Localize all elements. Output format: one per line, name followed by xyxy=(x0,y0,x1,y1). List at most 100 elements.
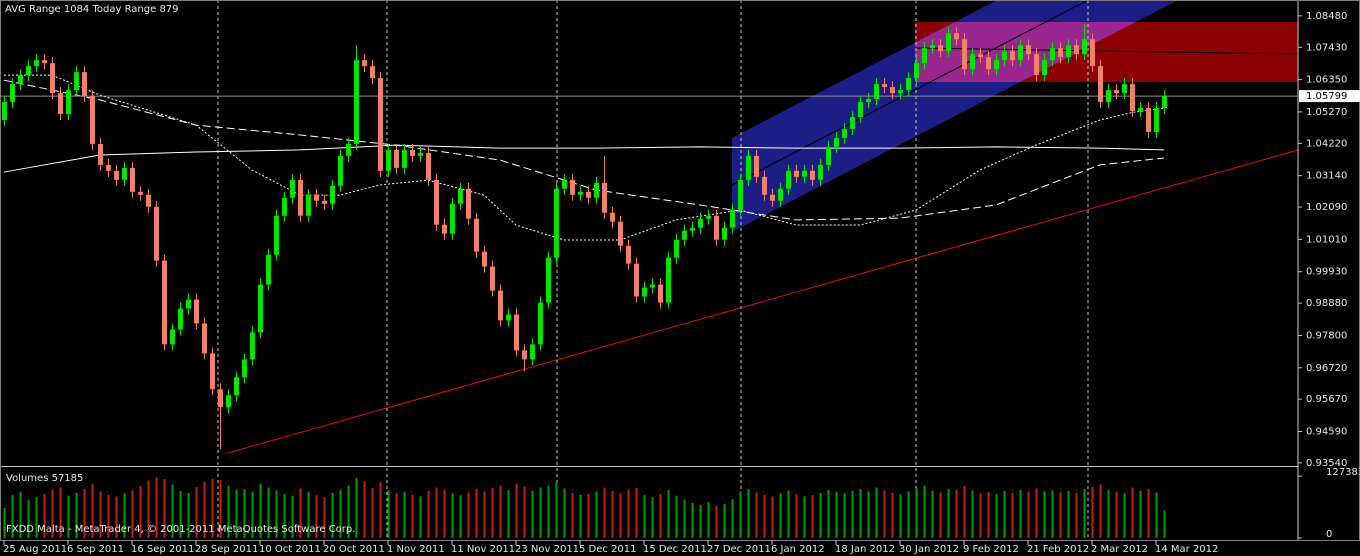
moving-average xyxy=(3,144,1165,173)
moving-average xyxy=(4,74,1165,241)
candle-body xyxy=(210,353,215,390)
candle-body xyxy=(714,215,719,240)
vol-tick-label: 0 xyxy=(1326,529,1332,540)
candle-body xyxy=(850,116,855,129)
candle-body xyxy=(1026,45,1031,55)
x-tick-label: 30 Jan 2012 xyxy=(899,544,959,555)
candle-body xyxy=(690,227,695,231)
candle-body xyxy=(866,99,871,103)
candle-body xyxy=(1106,90,1111,103)
x-tick-label: 25 Aug 2011 xyxy=(3,544,67,555)
candle-body xyxy=(82,72,87,97)
candle-body xyxy=(794,170,799,177)
y-tick-label: 1.06350 xyxy=(1306,75,1347,86)
candle-body xyxy=(666,257,671,303)
candle-body xyxy=(810,170,815,180)
candle-body xyxy=(626,245,631,264)
candle-body xyxy=(114,170,119,180)
candle-body xyxy=(738,179,743,210)
y-tick-label: 0.93540 xyxy=(1306,458,1347,469)
y-tick-label: 1.02090 xyxy=(1306,202,1347,213)
candle-body xyxy=(1130,84,1135,112)
candle-body xyxy=(490,266,495,291)
x-tick-label: 27 Dec 2011 xyxy=(707,544,771,555)
candle-body xyxy=(266,254,271,285)
y-tick-label: 1.03140 xyxy=(1306,171,1347,182)
candle-body xyxy=(18,75,23,85)
zone-line xyxy=(914,47,1298,55)
candle-body xyxy=(314,194,319,201)
candle-body xyxy=(1146,108,1151,132)
candle-body xyxy=(1018,45,1023,61)
x-tick-label: 9 Feb 2012 xyxy=(963,544,1019,555)
candle-body xyxy=(562,179,567,189)
current-price-label: 1.05799 xyxy=(1306,91,1347,102)
candle-body xyxy=(1098,66,1103,103)
x-tick-label: 20 Oct 2011 xyxy=(323,544,385,555)
candle-body xyxy=(258,284,263,333)
candle-body xyxy=(306,194,311,216)
candle-body xyxy=(730,209,735,228)
candle-body xyxy=(674,239,679,258)
candle-body xyxy=(378,78,383,171)
candle-body xyxy=(1050,48,1055,61)
y-tick-label: 0.95670 xyxy=(1306,394,1347,405)
candle-body xyxy=(154,206,159,261)
candle-body xyxy=(554,188,559,258)
candle-body xyxy=(498,290,503,321)
x-tick-label: 15 Dec 2011 xyxy=(643,544,707,555)
candle-body xyxy=(706,215,711,219)
candle-body xyxy=(986,57,991,70)
candle-body xyxy=(930,45,935,49)
candle-body xyxy=(386,149,391,171)
candle-body xyxy=(1090,39,1095,67)
candle-body xyxy=(898,90,903,94)
candle-body xyxy=(450,203,455,234)
candle-body xyxy=(282,197,287,216)
candle-body xyxy=(418,152,423,156)
candle-body xyxy=(1082,39,1087,55)
candle-body xyxy=(42,60,47,64)
candle-body xyxy=(922,48,927,64)
x-tick-label: 18 Jan 2012 xyxy=(835,544,895,555)
x-tick-label: 1 Nov 2011 xyxy=(387,544,445,555)
candle-body xyxy=(754,155,759,177)
footer: FXDD Malta - MetaTrader 4, © 2001-2011 M… xyxy=(6,524,355,535)
candle-body xyxy=(698,218,703,228)
candle-body xyxy=(906,78,911,91)
candle-body xyxy=(234,377,239,396)
candle-body xyxy=(1034,54,1039,76)
candle-body xyxy=(10,84,15,103)
current-price-box xyxy=(1299,90,1360,103)
candle-body xyxy=(474,218,479,252)
vol-tick-label: 127383 xyxy=(1326,467,1360,478)
candle-body xyxy=(274,215,279,255)
candle-body xyxy=(202,323,207,354)
candle-body xyxy=(98,143,103,165)
candle-body xyxy=(914,63,919,79)
candle-body xyxy=(834,137,839,147)
candle-body xyxy=(954,33,959,40)
candle-body xyxy=(178,308,183,330)
trend-line xyxy=(227,149,1298,454)
x-tick-label: 28 Sep 2011 xyxy=(195,544,258,555)
candle-body xyxy=(410,149,415,156)
candle-body xyxy=(826,146,831,165)
candle-body xyxy=(482,251,487,267)
header: AVG Range 1084 Today Range 879 xyxy=(5,4,179,15)
candle-body xyxy=(90,96,95,144)
candle-body xyxy=(250,332,255,360)
candle-body xyxy=(66,90,71,115)
y-tick-label: 0.99930 xyxy=(1306,267,1347,278)
candle-body xyxy=(1058,48,1063,58)
candle-body xyxy=(546,257,551,303)
candle-body xyxy=(530,344,535,360)
candle-body xyxy=(770,194,775,201)
candle-body xyxy=(746,155,751,180)
candle-body xyxy=(938,45,943,52)
candle-body xyxy=(1066,45,1071,58)
y-tick-label: 1.08480 xyxy=(1306,11,1347,22)
layer: 1.08480 1.07430 1.06350 1.05270 1.04220 1.031… xyxy=(0,11,1360,555)
